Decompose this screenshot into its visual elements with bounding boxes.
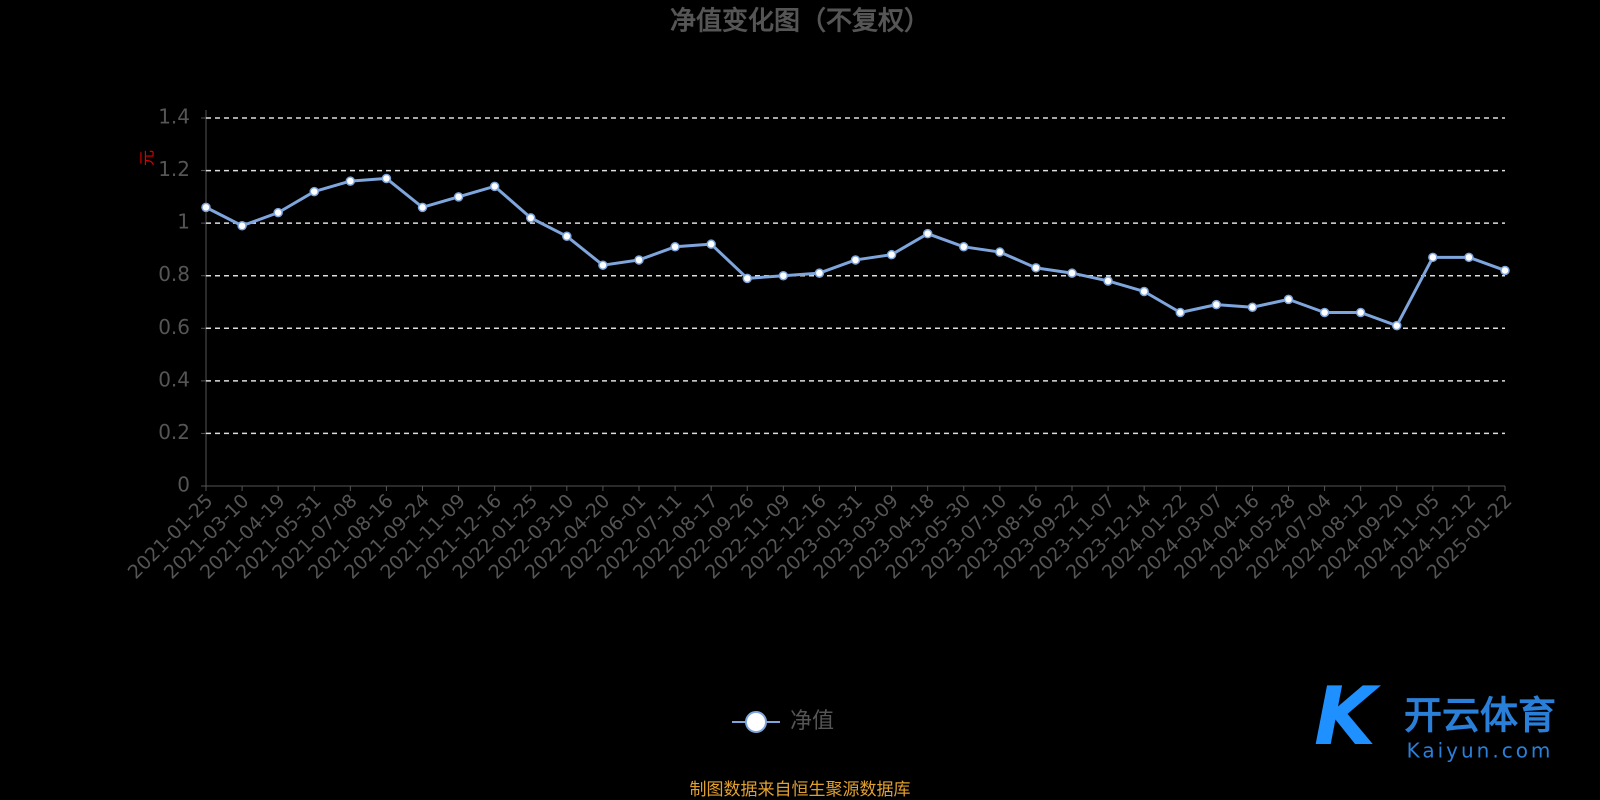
point — [526, 213, 536, 223]
point — [706, 239, 716, 249]
watermark-url: Kaiyun.com — [1407, 739, 1554, 763]
point — [922, 228, 933, 239]
point — [778, 270, 789, 281]
y-tick-label: 0 — [177, 473, 190, 497]
point — [1175, 307, 1185, 318]
legend-label: 净值 — [790, 709, 834, 734]
point — [237, 221, 247, 231]
point — [1319, 307, 1330, 318]
watermark-logo: K — [1314, 670, 1381, 763]
y-tick-label: 1.2 — [158, 157, 190, 181]
point — [670, 242, 680, 252]
y-tick-label: 1.4 — [158, 105, 190, 129]
point — [309, 186, 319, 197]
point — [1428, 252, 1438, 263]
y-tick-label: 0.8 — [158, 262, 190, 286]
point — [959, 242, 969, 252]
watermark-title: 开云体育 — [1404, 694, 1556, 738]
line — [205, 176, 1506, 328]
y-tick-label: 0.6 — [158, 315, 190, 339]
point — [1500, 265, 1510, 276]
point — [598, 260, 608, 270]
point — [345, 176, 356, 186]
point — [381, 173, 392, 184]
source-note: 制图数据来自恒生聚源数据库 — [690, 780, 911, 800]
point — [1247, 302, 1258, 313]
point — [634, 255, 644, 265]
point — [1031, 263, 1041, 273]
point — [273, 207, 283, 218]
point — [1067, 268, 1077, 278]
point — [1103, 276, 1113, 286]
point — [995, 247, 1005, 257]
point — [201, 202, 211, 213]
point — [742, 273, 752, 284]
point — [1211, 299, 1222, 310]
y-tick-label: 0.2 — [158, 420, 190, 444]
point — [814, 268, 825, 278]
y-tick-label: 0.4 — [158, 367, 190, 391]
point — [1464, 252, 1474, 263]
point — [1392, 320, 1402, 331]
point — [1355, 307, 1366, 318]
point — [886, 249, 897, 260]
chart-title: 净值变化图（不复权） — [670, 6, 930, 37]
legend-marker — [745, 711, 767, 733]
point — [417, 202, 428, 213]
point — [1139, 286, 1149, 297]
point — [489, 181, 500, 192]
y-axis-label: 元 — [138, 150, 157, 166]
point — [1283, 294, 1294, 305]
point — [453, 192, 464, 202]
y-tick-label: 1 — [177, 210, 190, 234]
point — [562, 231, 572, 242]
point — [850, 255, 861, 265]
